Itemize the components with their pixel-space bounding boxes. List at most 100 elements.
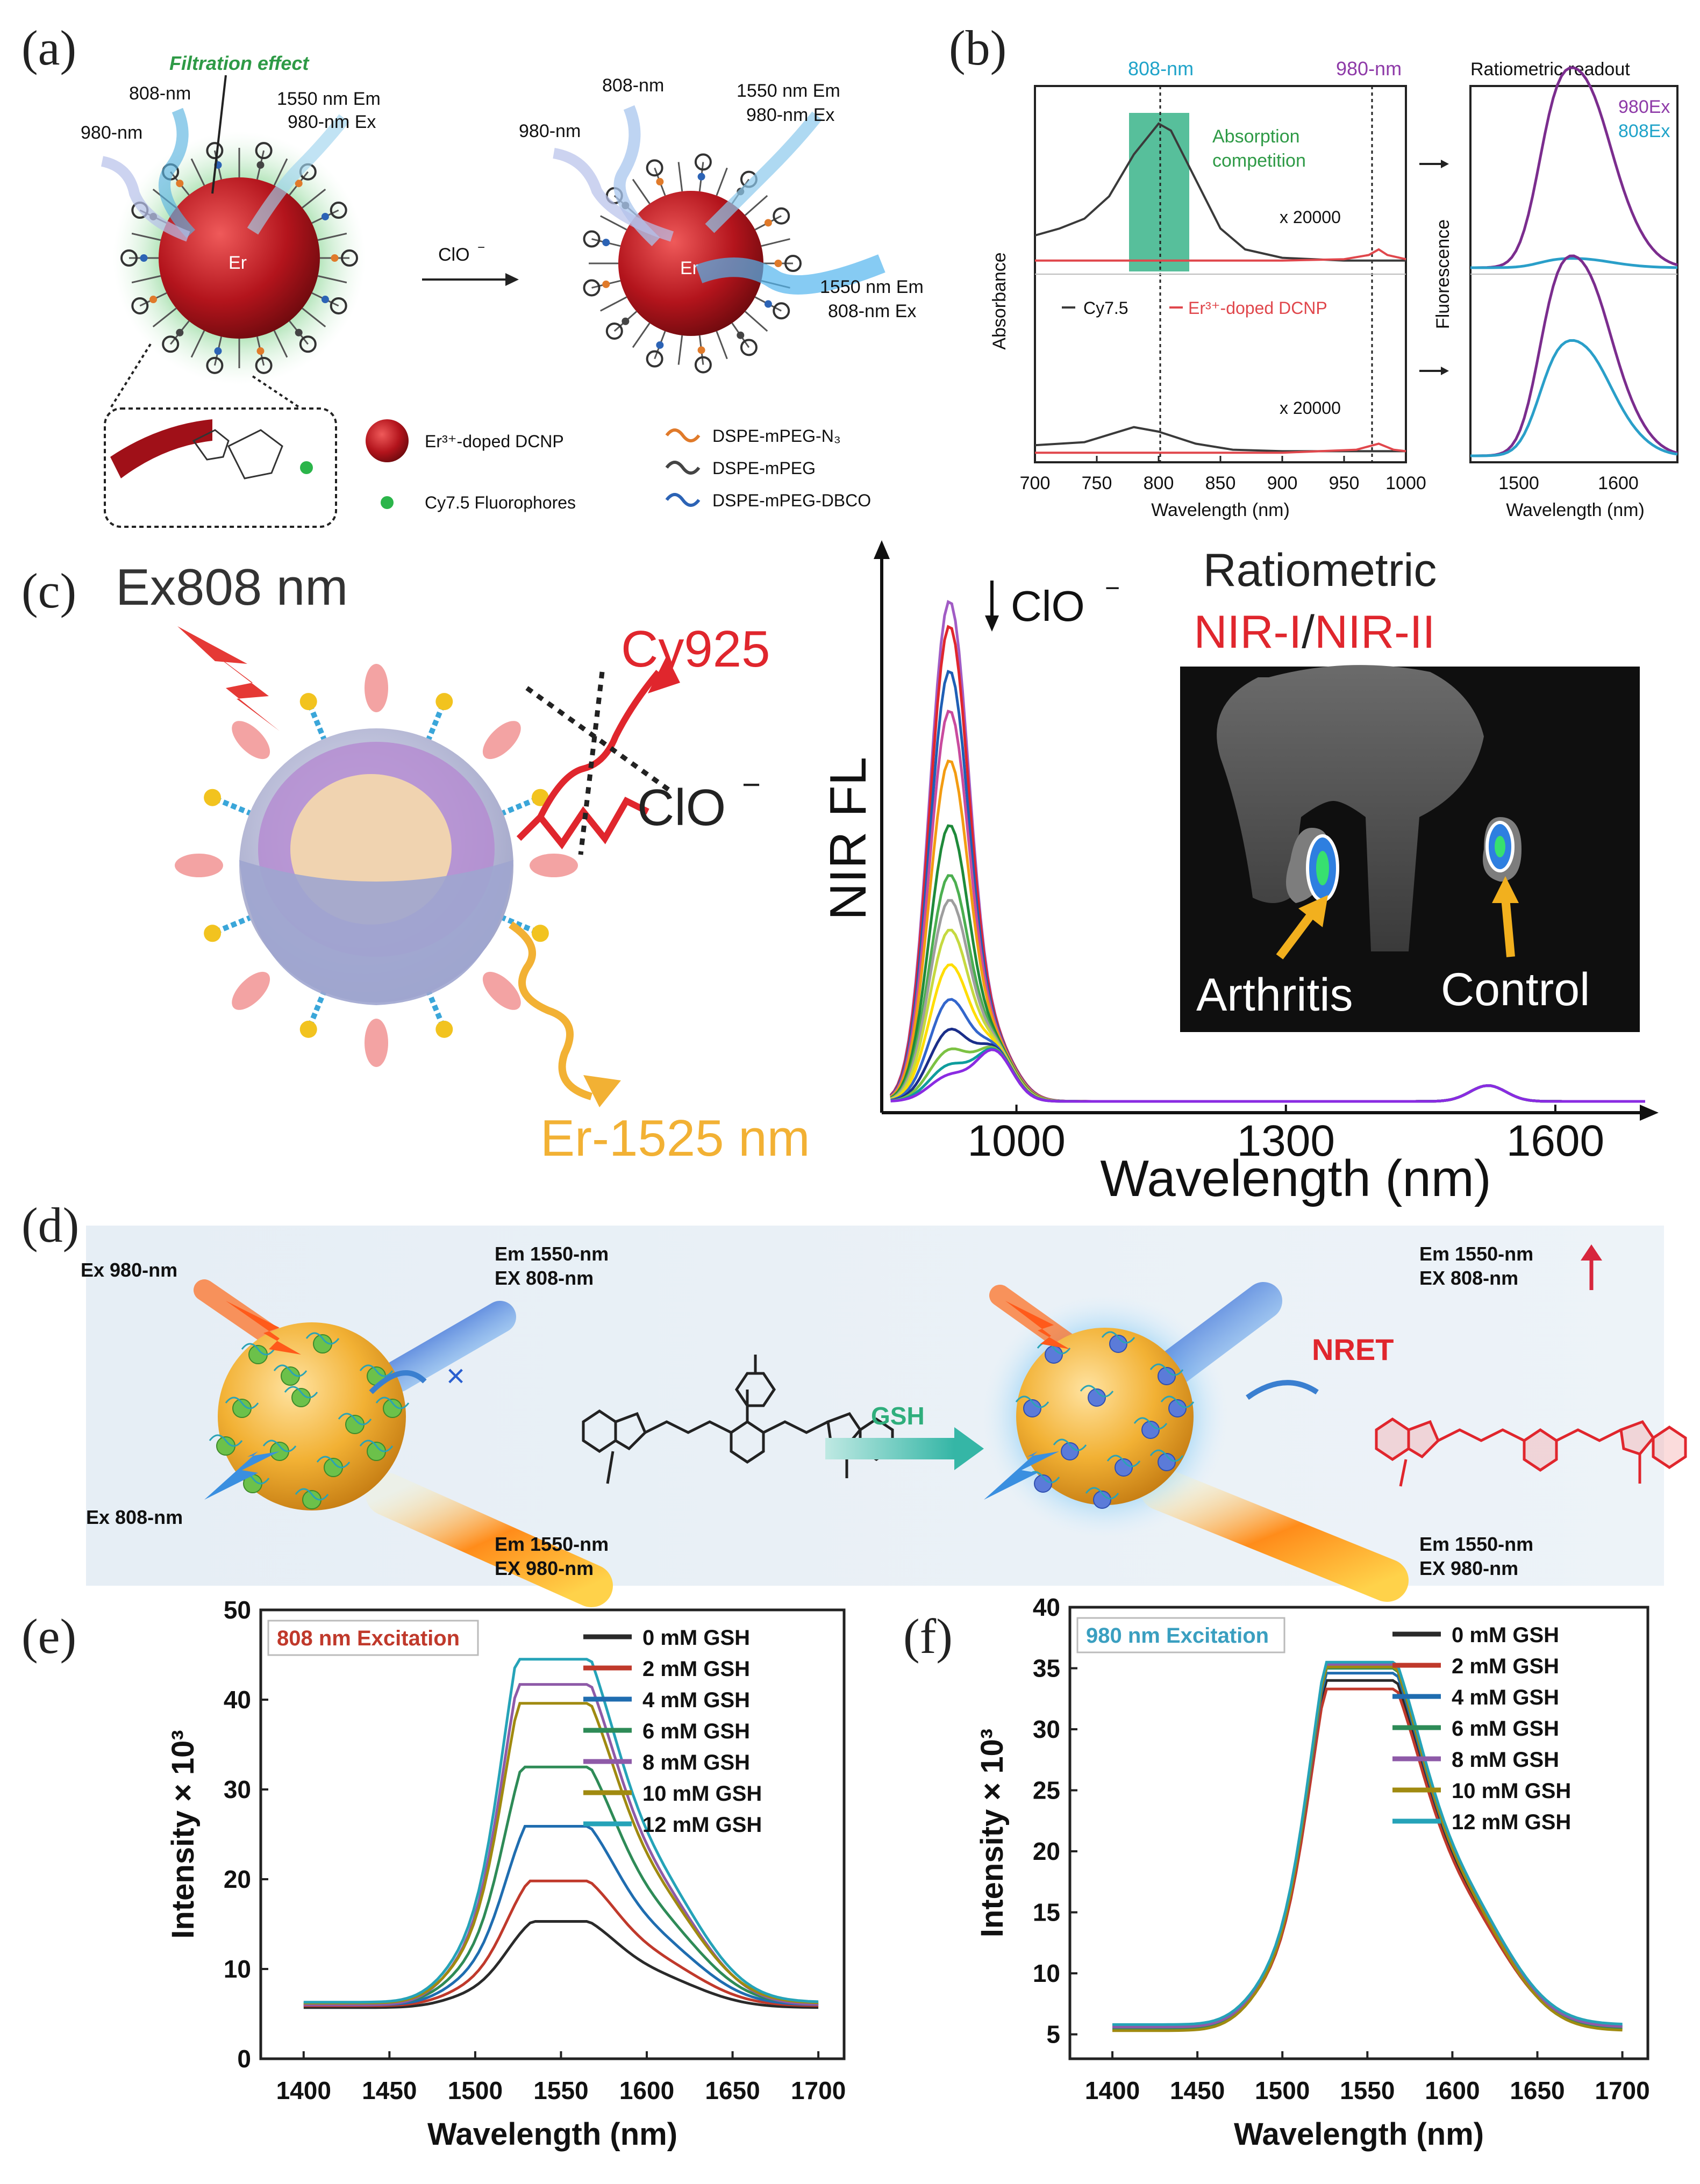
legend-label: 10 mM GSH [642, 1782, 762, 1806]
y-axis-label: Intensity × 10³ [166, 1730, 201, 1938]
peg-cluster [773, 302, 790, 320]
label-980: 980-nm [81, 123, 142, 143]
x-tick-label: 1550 [1340, 2076, 1395, 2104]
linker-dot [176, 180, 184, 188]
petal [530, 854, 578, 877]
reacted-dot [1093, 1491, 1111, 1509]
peg-cluster [605, 322, 623, 340]
linker-dot [176, 328, 184, 336]
quench-x-icon: × [446, 1358, 465, 1394]
panel-e-letter: (e) [22, 1609, 76, 1664]
arthritis-arrowhead [1298, 895, 1328, 927]
peg-wave [1133, 1417, 1168, 1430]
arrow-top-head [1441, 160, 1449, 168]
ligand-head [531, 789, 549, 806]
x-tick-label: 900 [1267, 473, 1298, 493]
x-tick-label: 850 [1205, 473, 1236, 493]
up-arrow-head [1581, 1244, 1602, 1261]
peg-cluster [131, 297, 149, 314]
lightning-icon [177, 626, 280, 731]
panel-d-letter: (d) [22, 1198, 79, 1252]
legend-dcnp-icon [366, 419, 409, 462]
ligand-chain [273, 158, 288, 186]
panel-b: (b) 700 750 800 850 900 950 1000 808-nm 980-nm… [949, 20, 1678, 520]
x-tick-label: 1400 [276, 2076, 331, 2104]
linker-dot [295, 180, 303, 188]
block-line-1 [525, 686, 671, 792]
d-beam-em-980 [366, 1473, 613, 1607]
filtration-effect-label: Filtration effect [169, 52, 310, 74]
x-tick-label: 1650 [1510, 2076, 1565, 2104]
arthritis-signal-core [1316, 851, 1329, 885]
panel-f-letter: (f) [903, 1609, 953, 1664]
linker-dot [602, 280, 610, 288]
y-tick-label: 0 [237, 2045, 251, 2073]
peg-wave [1101, 1331, 1135, 1344]
ligand-chain [600, 296, 627, 312]
ratio-808ex-bottom [1470, 339, 1678, 457]
linker-dot [331, 254, 339, 262]
r-label-808: 808-nm [602, 75, 664, 96]
x-tick-label: 1600 [1506, 1116, 1604, 1165]
ratio-980ex-top [1470, 66, 1678, 269]
d-em2: Em 1550-nm [495, 1533, 609, 1555]
absorbance-x-ticks: 700 750 800 850 900 950 1000 [1020, 456, 1426, 493]
ligand-chain [131, 275, 161, 284]
x-tick-label: 1450 [1170, 2076, 1225, 2104]
ligand-chain [716, 167, 728, 196]
absorption-competition-1: Absorption [1212, 126, 1300, 147]
absorbance-y-label: Absorbance [989, 252, 1010, 349]
title-box [267, 1620, 479, 1656]
r-label-em-1550: 1550 nm Em [737, 81, 840, 101]
chart-title: 808 nm Excitation [277, 1627, 460, 1650]
ligand-chain [273, 330, 288, 358]
linker-dot [737, 331, 745, 339]
y-tick-label: 30 [1033, 1715, 1060, 1743]
spectrum-series [1112, 1663, 1623, 2029]
legend-n3-icon [665, 428, 701, 442]
y-tick-label: 15 [1033, 1899, 1060, 1927]
nir-x-arrow [1640, 1105, 1659, 1121]
x-tick-label: 1600 [619, 2076, 674, 2104]
y-tick-label: 20 [224, 1865, 251, 1893]
ligand-chain [317, 275, 347, 284]
nir1-label: NIR-I [1194, 606, 1302, 658]
x20000-bottom: x 20000 [1280, 398, 1341, 418]
mouse-body [1217, 665, 1484, 951]
x-tick-label: 1700 [1595, 2076, 1649, 2104]
cy75-absorbance-line [1034, 426, 1406, 453]
spectrum-series [303, 1702, 819, 2004]
peg-wave [1149, 1449, 1184, 1462]
inset-cy75-dot [300, 461, 313, 474]
peg-cluster [646, 159, 663, 177]
block-line-2 [578, 671, 605, 855]
peg-cluster [740, 339, 758, 356]
peg-wave [1053, 1438, 1087, 1451]
r-label-980: 980-nm [519, 121, 581, 141]
x-tick-label: 1450 [362, 2076, 417, 2104]
peg-cluster [299, 335, 317, 353]
ligand-chain [190, 158, 205, 186]
ratio-808ex-top [1470, 257, 1678, 269]
peg-wave [262, 1440, 297, 1452]
beam-980-right [553, 148, 674, 242]
ratio-980ex-bottom [1470, 254, 1678, 457]
nir-y-arrow [874, 540, 890, 559]
x-tick-label: 950 [1329, 473, 1360, 493]
ligand-head [204, 789, 222, 806]
petal [482, 721, 521, 760]
left-nanoparticle: Er [113, 132, 366, 384]
panel-a: (a) Er Filtration effect 808-nm 980-nm 1… [22, 20, 924, 528]
d-ex980: Ex 980-nm [81, 1259, 177, 1281]
ligand-chain [716, 331, 728, 360]
panel-a-letter: (a) [22, 20, 76, 75]
x-tick-label: 750 [1082, 473, 1112, 493]
legend-label: 12 mM GSH [1452, 1810, 1571, 1834]
spectrum-series [303, 1658, 819, 2004]
nir-fl-series [890, 1046, 1645, 1103]
x-tick-label: 1500 [1255, 2076, 1310, 2104]
linker-dot [764, 219, 772, 227]
er-arrowhead [583, 1075, 621, 1107]
linker-dot [774, 260, 782, 267]
